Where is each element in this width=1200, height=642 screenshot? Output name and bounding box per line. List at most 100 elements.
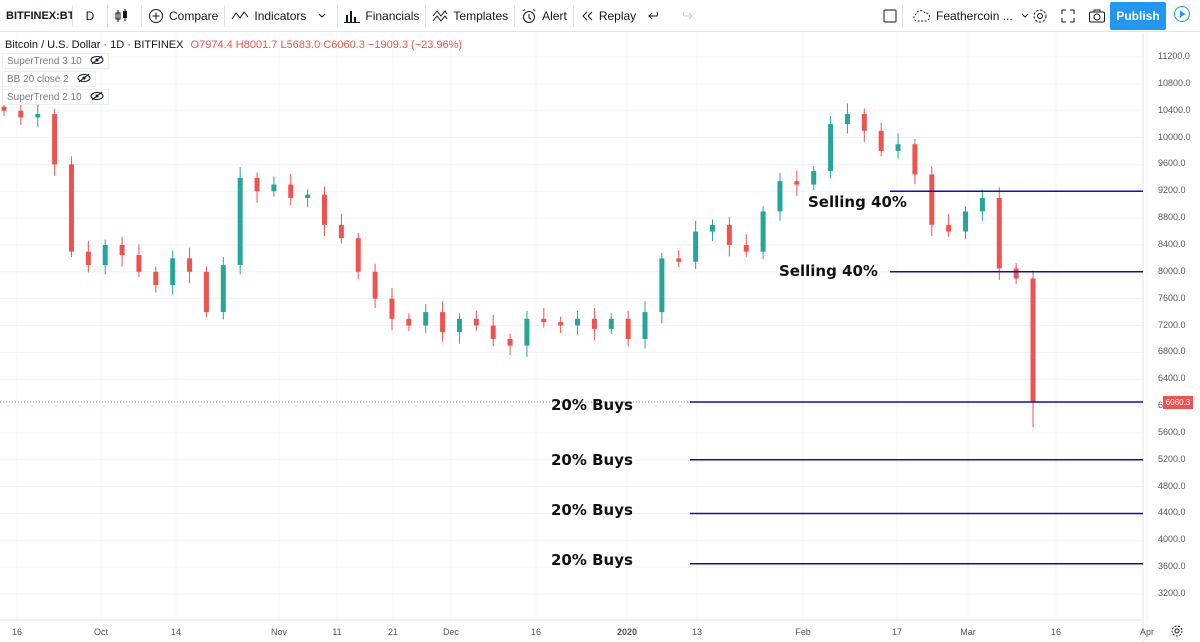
- candle-up: [811, 171, 817, 185]
- candle-down: [18, 110, 24, 118]
- indicators-button[interactable]: Indicators: [225, 0, 337, 32]
- divider: [572, 4, 574, 27]
- indicator-supertrend-2-10[interactable]: SuperTrend 2 10: [2, 89, 109, 105]
- alarm-clock-icon: [521, 8, 537, 24]
- interval-button[interactable]: D: [85, 8, 95, 23]
- candle-up: [693, 231, 699, 262]
- candle-up: [828, 124, 834, 172]
- publish-button[interactable]: Publish: [1110, 2, 1166, 30]
- annotation-buys-1[interactable]: 20% Buys: [551, 396, 633, 414]
- play-circle-icon: [1173, 5, 1191, 28]
- divider: [141, 4, 142, 27]
- templates-button[interactable]: Templates: [426, 0, 514, 32]
- layout-selector[interactable]: Feathercoin ...: [905, 0, 1029, 32]
- candle-down: [85, 251, 91, 266]
- redo-button[interactable]: [673, 0, 704, 32]
- candles-icon: [114, 8, 130, 24]
- indicator-label: SuperTrend 3 10: [7, 55, 82, 67]
- gear-icon: [1171, 625, 1183, 637]
- divider: [107, 4, 108, 27]
- fullscreen-button[interactable]: [1054, 0, 1087, 32]
- candle-down: [406, 318, 412, 326]
- settings-button[interactable]: [1026, 0, 1059, 32]
- top-toolbar: BITFINEX:BT D Compare Indicators Financi…: [0, 0, 1200, 32]
- candle-up: [456, 318, 462, 333]
- price-tick-label: 9200.0: [1158, 185, 1186, 196]
- price-tick-label: 5200.0: [1158, 453, 1186, 464]
- bottom-right-settings[interactable]: [1171, 625, 1183, 637]
- candle-up: [844, 114, 850, 125]
- legend-ohlc: O7974.4 H8001.7 L5683.0 C6060.3 −1909.3 …: [190, 39, 463, 51]
- annotation-buys-3[interactable]: 20% Buys: [551, 501, 633, 519]
- indicator-wave-icon: [231, 9, 249, 23]
- price-tick-label: 10400.0: [1158, 104, 1191, 115]
- time-tick-label: 13: [691, 627, 703, 637]
- price-tick-label: 7200.0: [1158, 319, 1186, 330]
- time-tick-label: Apr: [1139, 627, 1155, 637]
- plus-circle-icon: [148, 8, 164, 24]
- eye-hidden-icon[interactable]: [90, 55, 104, 68]
- candle-down: [996, 197, 1002, 269]
- redo-icon: [679, 10, 693, 22]
- annotation-buys-4[interactable]: 20% Buys: [551, 551, 633, 569]
- play-button[interactable]: [1168, 2, 1196, 30]
- candle-down: [136, 255, 142, 272]
- time-tick-label: 17: [891, 627, 903, 637]
- candle-down: [153, 271, 159, 286]
- rewind-icon: [580, 10, 594, 22]
- fullscreen-square-button[interactable]: [876, 0, 909, 32]
- chart-legend: Bitcoin / U.S. Dollar · 1D · BITFINEX O7…: [5, 39, 462, 51]
- compare-button[interactable]: Compare: [142, 0, 224, 32]
- symbol-search[interactable]: BITFINEX:BT: [6, 9, 72, 22]
- financials-button[interactable]: Financials: [338, 0, 425, 32]
- price-tick-label: 4400.0: [1158, 507, 1186, 518]
- candle-down: [625, 318, 631, 339]
- candlestick-series: [1, 101, 1036, 428]
- gear-center: [1174, 628, 1180, 634]
- candle-up: [237, 177, 243, 266]
- eye-hidden-icon[interactable]: [90, 91, 104, 104]
- candle-down: [541, 318, 547, 323]
- undo-button[interactable]: [642, 0, 673, 32]
- alert-button[interactable]: Alert: [515, 0, 573, 32]
- candle-down: [338, 224, 344, 239]
- gear-icon: [1032, 8, 1048, 24]
- chevron-down-icon[interactable]: [318, 13, 326, 19]
- divider: [902, 4, 903, 27]
- time-tick-label: Nov: [270, 627, 288, 637]
- time-tick-label: 21: [387, 627, 399, 637]
- candle-up: [608, 318, 614, 329]
- indicator-label: BB 20 close 2: [7, 73, 69, 85]
- candle-down: [322, 194, 328, 225]
- candle-down: [1030, 278, 1036, 403]
- divider: [72, 4, 73, 27]
- candle-up: [963, 211, 969, 232]
- price-chart[interactable]: [0, 33, 1200, 642]
- price-tick-label: 8400.0: [1158, 238, 1186, 249]
- time-tick-label: Oct: [93, 627, 109, 637]
- annotation-selling-upper[interactable]: Selling 40%: [808, 193, 907, 211]
- candle-up: [524, 318, 530, 346]
- indicators-label: Indicators: [254, 8, 307, 23]
- candle-down: [912, 144, 918, 175]
- price-tick-label: 3600.0: [1158, 561, 1186, 572]
- candle-down: [929, 174, 935, 225]
- candle-down: [1, 106, 7, 111]
- indicator-bb-20-close-2[interactable]: BB 20 close 2: [2, 71, 96, 87]
- time-tick-label: 11: [332, 627, 342, 637]
- snapshot-button[interactable]: [1082, 0, 1117, 32]
- time-tick-label: 16: [530, 627, 542, 637]
- divider: [425, 4, 427, 27]
- level-lines: [690, 190, 1143, 565]
- candle-down: [676, 258, 682, 262]
- chart-type-button[interactable]: [108, 0, 141, 32]
- price-tick-label: 4000.0: [1158, 534, 1186, 545]
- annotation-selling-lower[interactable]: Selling 40%: [779, 262, 878, 280]
- square-icon: [882, 8, 898, 24]
- annotation-buys-2[interactable]: 20% Buys: [551, 451, 633, 469]
- eye-hidden-icon[interactable]: [77, 73, 91, 86]
- replay-button[interactable]: Replay: [574, 0, 642, 32]
- candle-down: [203, 271, 209, 313]
- time-tick-label: 16: [1050, 627, 1062, 637]
- indicator-supertrend-3-10[interactable]: SuperTrend 3 10: [2, 53, 109, 69]
